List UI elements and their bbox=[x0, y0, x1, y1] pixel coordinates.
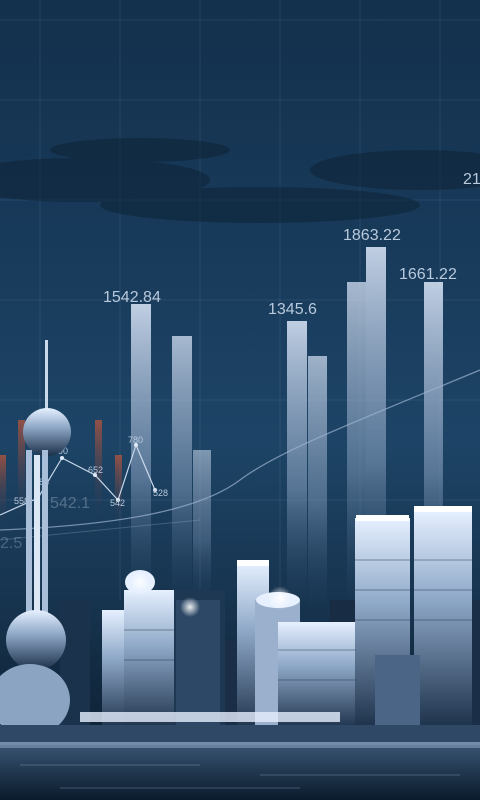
bar bbox=[308, 356, 327, 606]
cloud-band bbox=[0, 138, 480, 223]
line-point bbox=[60, 456, 64, 460]
point-label: 588 bbox=[34, 477, 49, 487]
bar-label: 1542.84 bbox=[103, 289, 161, 306]
bar bbox=[193, 450, 211, 600]
line-point bbox=[134, 443, 138, 447]
point-label: 528 bbox=[153, 488, 168, 498]
line-point bbox=[153, 488, 157, 492]
bar-label: 21 bbox=[463, 171, 480, 188]
tv-tower bbox=[0, 340, 71, 736]
point-label: 542 bbox=[110, 498, 125, 508]
point-label: 780 bbox=[128, 435, 143, 445]
point-label: 652 bbox=[88, 465, 103, 475]
building bbox=[124, 590, 174, 730]
building bbox=[102, 610, 128, 730]
point-label: 558 bbox=[14, 496, 29, 506]
faded-label: 2.5 bbox=[0, 535, 22, 552]
faded-label: 542.1 bbox=[50, 495, 90, 512]
bar bbox=[172, 336, 192, 596]
river bbox=[0, 748, 480, 800]
building bbox=[375, 655, 420, 730]
city-skyline bbox=[0, 340, 480, 748]
building bbox=[414, 510, 472, 730]
bar bbox=[131, 304, 151, 594]
trend-line bbox=[0, 369, 480, 531]
bar bbox=[287, 321, 307, 601]
line-point bbox=[93, 473, 97, 477]
building bbox=[176, 600, 220, 730]
bar-label: 1863.22 bbox=[343, 227, 401, 244]
bar-label: 1345.6 bbox=[268, 301, 317, 318]
faded-bars bbox=[0, 420, 122, 525]
bar-label: 1661.22 bbox=[399, 266, 457, 283]
line-point bbox=[116, 498, 120, 502]
